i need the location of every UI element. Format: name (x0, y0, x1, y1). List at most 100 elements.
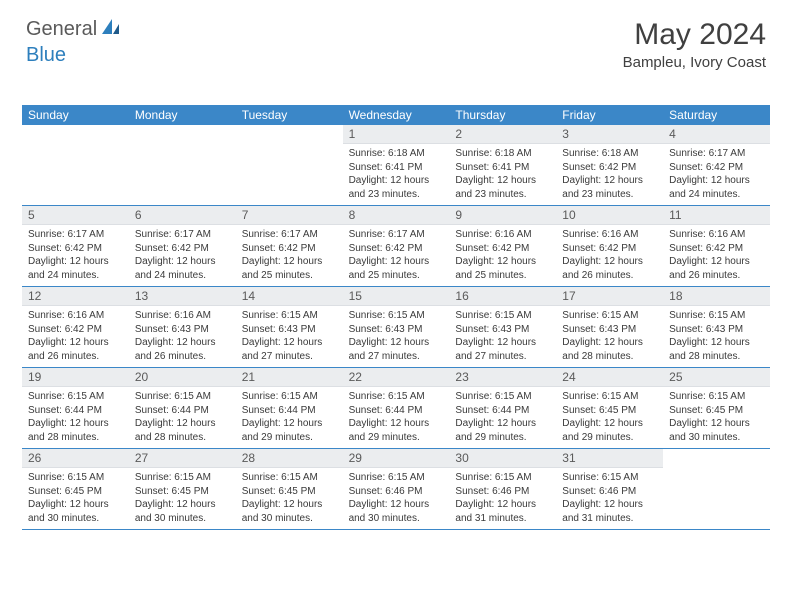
sunrise-text: Sunrise: 6:16 AM (28, 309, 123, 323)
logo: General (26, 18, 123, 41)
daylight-text-2: and 27 minutes. (242, 350, 337, 364)
daylight-text-1: Daylight: 12 hours (455, 336, 550, 350)
daylight-text-2: and 30 minutes. (242, 512, 337, 526)
day-number: 17 (556, 287, 663, 306)
sunrise-text: Sunrise: 6:15 AM (669, 309, 764, 323)
sunset-text: Sunset: 6:46 PM (349, 485, 444, 499)
day-cell: 21Sunrise: 6:15 AMSunset: 6:44 PMDayligh… (236, 368, 343, 448)
day-content: Sunrise: 6:15 AMSunset: 6:44 PMDaylight:… (236, 387, 343, 448)
sunset-text: Sunset: 6:41 PM (455, 161, 550, 175)
sunrise-text: Sunrise: 6:15 AM (455, 309, 550, 323)
day-content: Sunrise: 6:15 AMSunset: 6:45 PMDaylight:… (663, 387, 770, 448)
sunset-text: Sunset: 6:45 PM (135, 485, 230, 499)
day-cell: 5Sunrise: 6:17 AMSunset: 6:42 PMDaylight… (22, 206, 129, 286)
day-content: Sunrise: 6:17 AMSunset: 6:42 PMDaylight:… (663, 144, 770, 205)
day-content: Sunrise: 6:15 AMSunset: 6:45 PMDaylight:… (556, 387, 663, 448)
day-cell: 26Sunrise: 6:15 AMSunset: 6:45 PMDayligh… (22, 449, 129, 529)
daylight-text-2: and 24 minutes. (135, 269, 230, 283)
daylight-text-1: Daylight: 12 hours (28, 498, 123, 512)
day-number: 1 (343, 125, 450, 144)
day-cell: 1Sunrise: 6:18 AMSunset: 6:41 PMDaylight… (343, 125, 450, 205)
day-content: Sunrise: 6:16 AMSunset: 6:42 PMDaylight:… (663, 225, 770, 286)
sunset-text: Sunset: 6:42 PM (455, 242, 550, 256)
day-content: Sunrise: 6:15 AMSunset: 6:43 PMDaylight:… (449, 306, 556, 367)
daylight-text-2: and 29 minutes. (562, 431, 657, 445)
day-header-tue: Tuesday (236, 105, 343, 125)
day-content: Sunrise: 6:16 AMSunset: 6:42 PMDaylight:… (449, 225, 556, 286)
sunrise-text: Sunrise: 6:15 AM (562, 390, 657, 404)
daylight-text-2: and 31 minutes. (562, 512, 657, 526)
day-content: Sunrise: 6:16 AMSunset: 6:42 PMDaylight:… (556, 225, 663, 286)
daylight-text-2: and 26 minutes. (28, 350, 123, 364)
daylight-text-1: Daylight: 12 hours (455, 174, 550, 188)
day-cell: 27Sunrise: 6:15 AMSunset: 6:45 PMDayligh… (129, 449, 236, 529)
day-cell: 7Sunrise: 6:17 AMSunset: 6:42 PMDaylight… (236, 206, 343, 286)
day-content: Sunrise: 6:18 AMSunset: 6:41 PMDaylight:… (449, 144, 556, 205)
daylight-text-1: Daylight: 12 hours (455, 417, 550, 431)
sunset-text: Sunset: 6:44 PM (28, 404, 123, 418)
header: General May 2024 Bampleu, Ivory Coast (0, 0, 792, 77)
day-number: 18 (663, 287, 770, 306)
daylight-text-2: and 28 minutes. (669, 350, 764, 364)
day-content: Sunrise: 6:15 AMSunset: 6:43 PMDaylight:… (556, 306, 663, 367)
day-cell: 31Sunrise: 6:15 AMSunset: 6:46 PMDayligh… (556, 449, 663, 529)
day-number: 14 (236, 287, 343, 306)
day-cell (663, 449, 770, 529)
daylight-text-1: Daylight: 12 hours (669, 417, 764, 431)
day-cell: 19Sunrise: 6:15 AMSunset: 6:44 PMDayligh… (22, 368, 129, 448)
day-number: 23 (449, 368, 556, 387)
week-row: 1Sunrise: 6:18 AMSunset: 6:41 PMDaylight… (22, 125, 770, 206)
day-cell: 9Sunrise: 6:16 AMSunset: 6:42 PMDaylight… (449, 206, 556, 286)
daylight-text-1: Daylight: 12 hours (349, 255, 444, 269)
sunset-text: Sunset: 6:46 PM (455, 485, 550, 499)
day-content: Sunrise: 6:16 AMSunset: 6:43 PMDaylight:… (129, 306, 236, 367)
sunrise-text: Sunrise: 6:15 AM (349, 390, 444, 404)
daylight-text-2: and 29 minutes. (349, 431, 444, 445)
sunrise-text: Sunrise: 6:15 AM (242, 471, 337, 485)
day-number: 6 (129, 206, 236, 225)
daylight-text-2: and 26 minutes. (135, 350, 230, 364)
day-number: 13 (129, 287, 236, 306)
sunrise-text: Sunrise: 6:18 AM (349, 147, 444, 161)
daylight-text-1: Daylight: 12 hours (669, 255, 764, 269)
day-number: 4 (663, 125, 770, 144)
day-header-sun: Sunday (22, 105, 129, 125)
logo-text-blue: Blue (26, 44, 66, 66)
day-cell: 23Sunrise: 6:15 AMSunset: 6:44 PMDayligh… (449, 368, 556, 448)
day-number: 3 (556, 125, 663, 144)
daylight-text-2: and 30 minutes. (669, 431, 764, 445)
day-content: Sunrise: 6:15 AMSunset: 6:46 PMDaylight:… (556, 468, 663, 529)
day-content: Sunrise: 6:15 AMSunset: 6:44 PMDaylight:… (22, 387, 129, 448)
daylight-text-1: Daylight: 12 hours (669, 336, 764, 350)
day-number: 26 (22, 449, 129, 468)
daylight-text-2: and 23 minutes. (455, 188, 550, 202)
day-header-wed: Wednesday (343, 105, 450, 125)
day-number: 21 (236, 368, 343, 387)
sunrise-text: Sunrise: 6:17 AM (242, 228, 337, 242)
sunset-text: Sunset: 6:43 PM (242, 323, 337, 337)
page-title: May 2024 (623, 18, 766, 52)
day-cell: 11Sunrise: 6:16 AMSunset: 6:42 PMDayligh… (663, 206, 770, 286)
day-number: 20 (129, 368, 236, 387)
day-cell: 20Sunrise: 6:15 AMSunset: 6:44 PMDayligh… (129, 368, 236, 448)
sunrise-text: Sunrise: 6:15 AM (242, 390, 337, 404)
daylight-text-1: Daylight: 12 hours (28, 417, 123, 431)
sunset-text: Sunset: 6:42 PM (349, 242, 444, 256)
day-content: Sunrise: 6:17 AMSunset: 6:42 PMDaylight:… (129, 225, 236, 286)
day-number: 31 (556, 449, 663, 468)
week-row: 19Sunrise: 6:15 AMSunset: 6:44 PMDayligh… (22, 368, 770, 449)
sunrise-text: Sunrise: 6:15 AM (349, 309, 444, 323)
daylight-text-2: and 29 minutes. (455, 431, 550, 445)
day-content: Sunrise: 6:15 AMSunset: 6:46 PMDaylight:… (343, 468, 450, 529)
daylight-text-1: Daylight: 12 hours (455, 498, 550, 512)
sunset-text: Sunset: 6:42 PM (562, 242, 657, 256)
day-content: Sunrise: 6:18 AMSunset: 6:42 PMDaylight:… (556, 144, 663, 205)
sunset-text: Sunset: 6:44 PM (242, 404, 337, 418)
daylight-text-2: and 25 minutes. (455, 269, 550, 283)
daylight-text-2: and 27 minutes. (349, 350, 444, 364)
day-content: Sunrise: 6:15 AMSunset: 6:45 PMDaylight:… (129, 468, 236, 529)
daylight-text-1: Daylight: 12 hours (669, 174, 764, 188)
day-content: Sunrise: 6:15 AMSunset: 6:44 PMDaylight:… (449, 387, 556, 448)
day-cell: 17Sunrise: 6:15 AMSunset: 6:43 PMDayligh… (556, 287, 663, 367)
sunset-text: Sunset: 6:43 PM (455, 323, 550, 337)
